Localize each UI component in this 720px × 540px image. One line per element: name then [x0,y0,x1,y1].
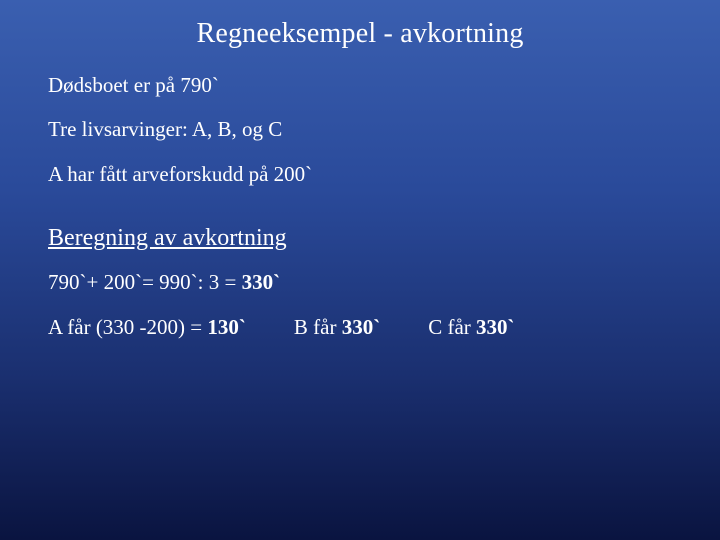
calc-result: 330` [242,270,281,294]
calculation-line: 790`+ 200`= 990`: 3 = 330` [48,270,672,295]
result-c: C får 330` [428,315,514,340]
calc-prefix: 790`+ 200`= 990`: 3 = [48,270,242,294]
result-a-value: 130` [207,315,246,339]
body-line-1: Dødsboet er på 790` [48,72,672,98]
result-c-prefix: C får [428,315,476,339]
result-b-value: 330` [342,315,381,339]
result-a-prefix: A får (330 -200) = [48,315,207,339]
body-line-2: Tre livsarvinger: A, B, og C [48,116,672,142]
slide-title: Regneeksempel - avkortning [48,18,672,50]
result-c-value: 330` [476,315,515,339]
slide: Regneeksempel - avkortning Dødsboet er p… [0,0,720,540]
body-line-3: A har fått arveforskudd på 200` [48,161,672,187]
result-a: A får (330 -200) = 130` [48,315,246,340]
result-b: B får 330` [294,315,380,340]
subheading: Beregning av avkortning [48,225,672,252]
results-row: A får (330 -200) = 130` B får 330` C får… [48,315,672,340]
result-b-prefix: B får [294,315,342,339]
